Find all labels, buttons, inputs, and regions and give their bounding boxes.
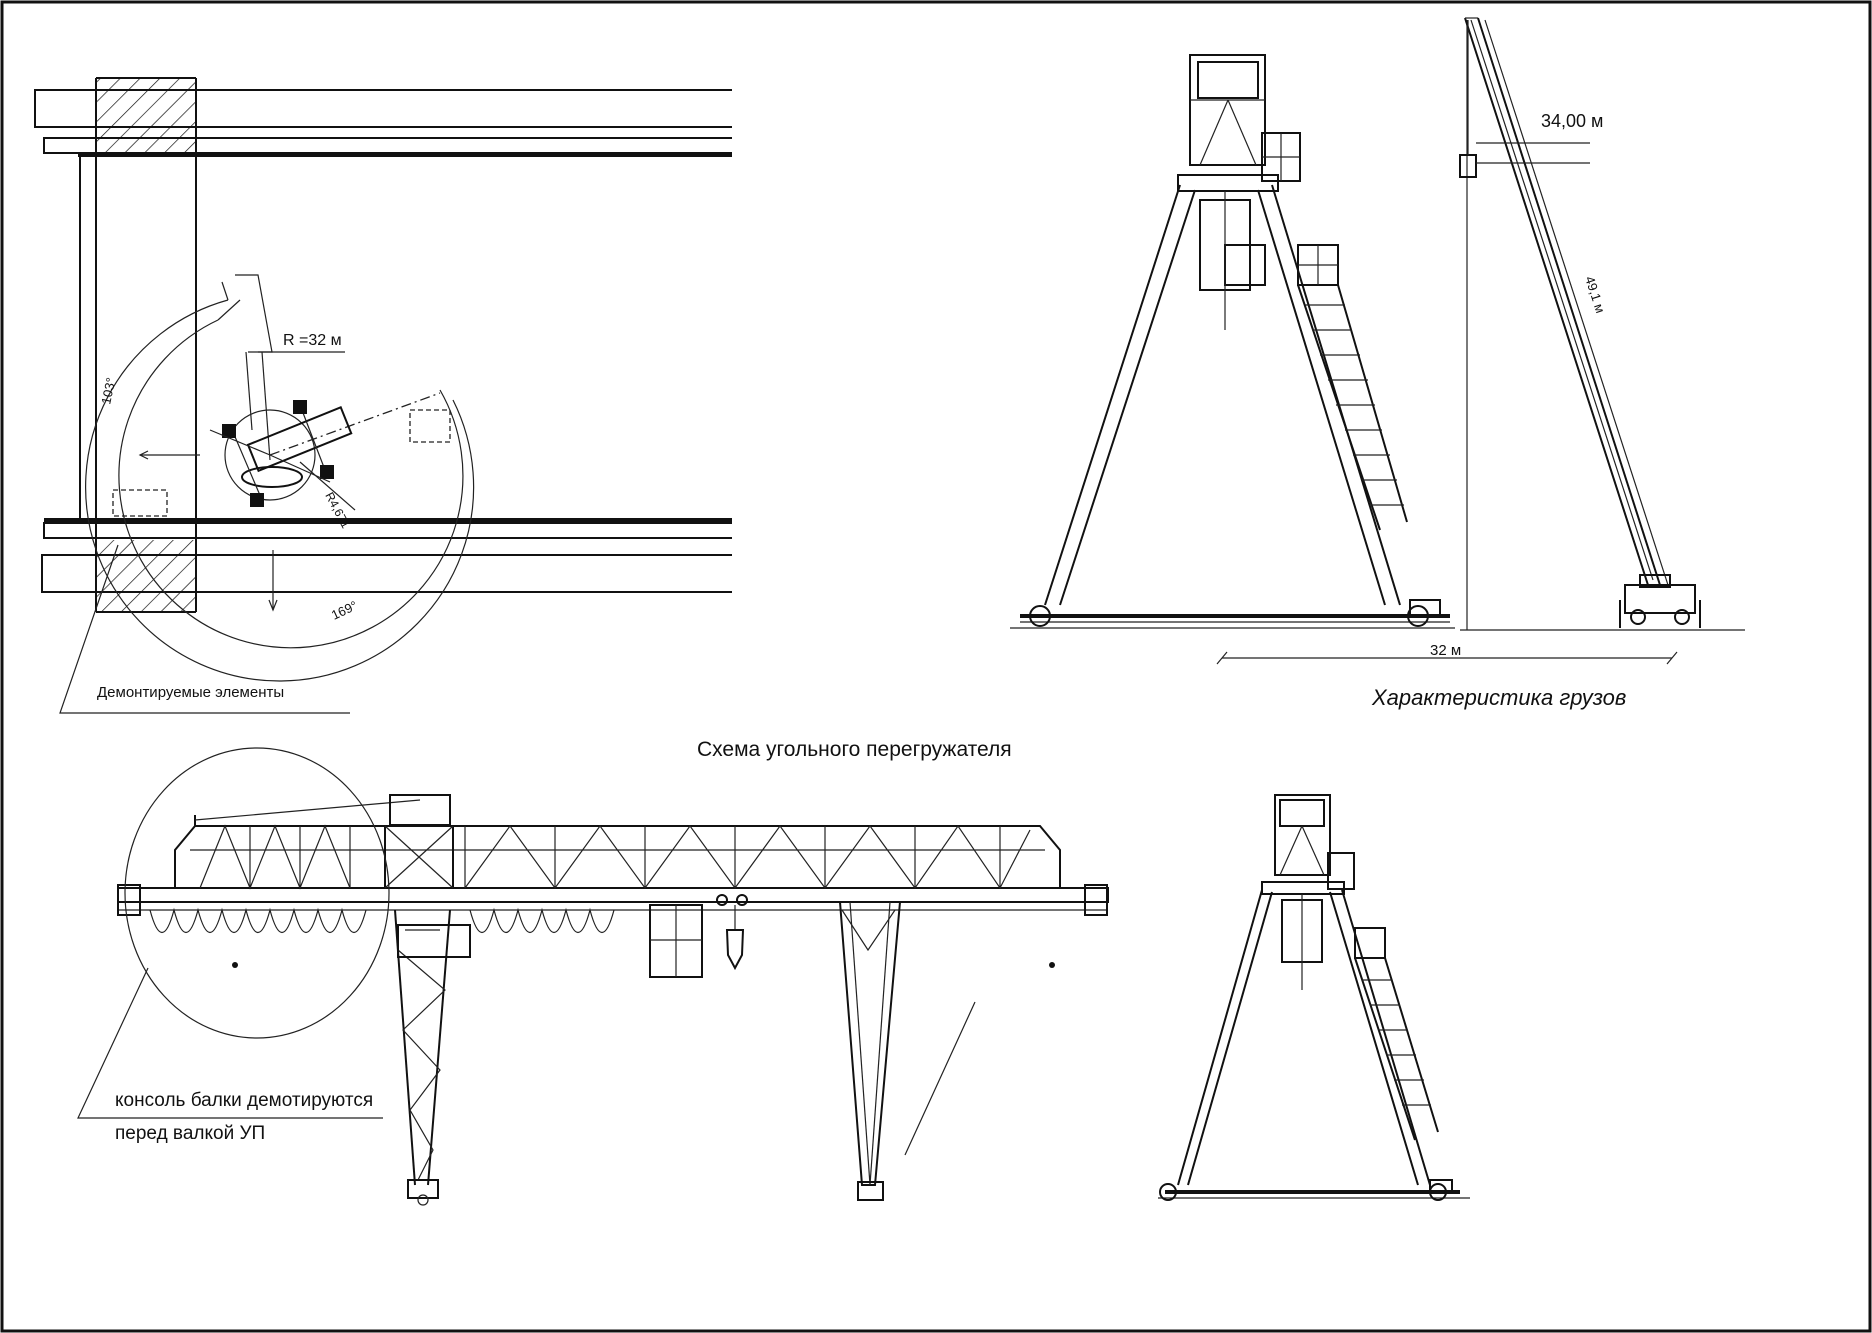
gantry-front-view <box>117 794 1109 1206</box>
boom-length-label: 49,1 м <box>1582 274 1608 315</box>
height-label: 34,00 м <box>1541 111 1603 131</box>
plan-view <box>34 77 732 682</box>
portal-side-view-large <box>1010 54 1455 629</box>
portal-side-view-small <box>1158 794 1470 1201</box>
outrigger-pad <box>112 489 168 517</box>
console-highlight-circle <box>124 747 390 1039</box>
outrigger-pad <box>409 409 451 443</box>
console-note-line1: консоль балки демотируются <box>115 1090 373 1111</box>
console-leader <box>77 967 383 1119</box>
mobile-crane-view <box>1459 17 1745 631</box>
radius-label: R =32 м <box>283 332 342 349</box>
span-label: 32 м <box>1430 642 1461 659</box>
load-characteristics-caption: Характеристика грузов <box>1371 685 1626 710</box>
dismantled-label: Демонтируемые элементы <box>97 684 284 701</box>
radius-small-label: R4,671 <box>322 490 353 531</box>
span-dimension <box>1216 651 1678 665</box>
console-note-line2: перед валкой УП <box>115 1123 265 1144</box>
angle-label-103: 103° <box>98 376 118 405</box>
scheme-title: Схема угольного перегружателя <box>697 738 1012 761</box>
hatched-zone-bottom <box>97 540 195 611</box>
hatched-zone-top <box>97 79 195 153</box>
angle-label-169: 169° <box>329 598 360 623</box>
dismantled-leader <box>59 544 350 714</box>
